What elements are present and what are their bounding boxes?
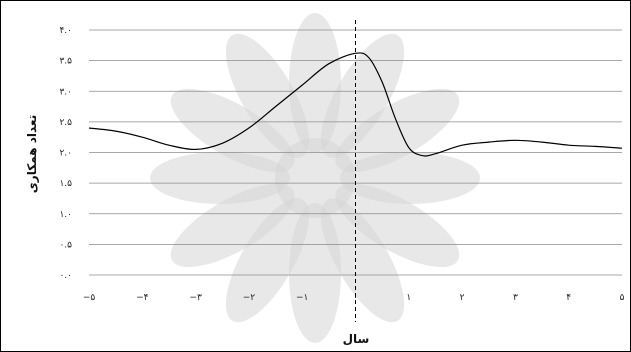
watermark-petal: [335, 88, 460, 173]
watermark-petal: [320, 33, 405, 158]
x-tick-label: −۳: [189, 293, 202, 303]
y-tick-label: ۴.۰: [59, 26, 72, 36]
x-tick-label: −۲: [243, 293, 256, 303]
watermark-core: [275, 138, 355, 218]
y-tick-label: ۳.۵: [59, 57, 72, 67]
y-tick-label: ۲.۵: [59, 118, 72, 128]
watermark-petal: [225, 198, 310, 323]
x-tick-label: ۲: [460, 293, 465, 303]
x-tick-label: ۰: [353, 293, 358, 303]
y-tick-label: ۰.۰: [59, 271, 72, 281]
x-tick-label: ۱: [406, 293, 411, 303]
x-axis-ticks: −۵ −۴ −۳ −۲ −۱ ۰ ۱ ۲ ۳ ۴ ۵: [83, 293, 625, 303]
x-tick-label: −۵: [83, 293, 96, 303]
star-rosette-watermark-icon: [150, 13, 480, 343]
x-tick-label: ۵: [620, 293, 625, 303]
watermark-petal: [170, 183, 295, 268]
x-tick-label: −۴: [136, 293, 149, 303]
y-axis-title: تعداد همکاری: [25, 115, 39, 193]
x-tick-label: ۴: [566, 293, 571, 303]
series-line: [88, 52, 623, 157]
watermark-petal: [335, 183, 460, 268]
x-axis-title: سال: [343, 332, 370, 346]
y-tick-label: ۳.۰: [59, 87, 72, 97]
y-axis-ticks: ۰.۰ ۰.۵ ۱.۰ ۱.۵ ۲.۰ ۲.۵ ۳.۰ ۳.۵ ۴.۰: [59, 26, 72, 281]
y-tick-label: ۲.۰: [59, 149, 72, 159]
watermark-petal: [225, 33, 310, 158]
watermark-petal: [170, 88, 295, 173]
watermark-petal: [320, 198, 405, 323]
y-tick-label: ۰.۵: [59, 240, 72, 250]
x-tick-label: −۱: [296, 293, 308, 303]
x-tick-label: ۳: [513, 293, 518, 303]
y-tick-label: ۱.۵: [59, 179, 72, 189]
y-tick-label: ۱.۰: [59, 210, 72, 220]
